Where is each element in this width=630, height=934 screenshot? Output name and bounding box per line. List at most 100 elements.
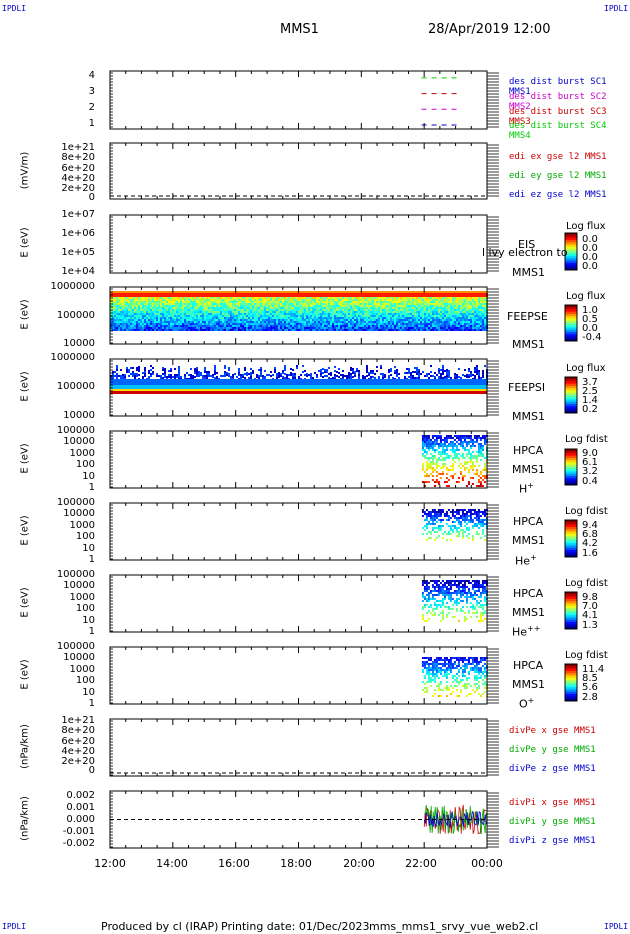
feepse-pixel bbox=[154, 299, 156, 301]
feepse-pixel bbox=[136, 315, 138, 317]
hpca-pixel bbox=[423, 445, 426, 447]
feepse-pixel bbox=[192, 327, 194, 329]
feepse-pixel bbox=[362, 311, 364, 313]
feepse-pixel bbox=[248, 311, 250, 313]
hpca-pixel bbox=[429, 445, 432, 447]
feepse-pixel bbox=[156, 327, 158, 329]
feepse-pixel bbox=[444, 313, 446, 315]
feepse-pixel bbox=[154, 305, 156, 307]
feepse-pixel bbox=[200, 319, 202, 321]
feepse-pixel bbox=[262, 323, 264, 325]
feepse-pixel bbox=[444, 327, 446, 329]
feepse-pixel bbox=[294, 315, 296, 317]
feepse-pixel bbox=[412, 297, 414, 299]
feepse-pixel bbox=[374, 303, 376, 305]
feepse-pixel bbox=[200, 327, 202, 329]
feepse-pixel bbox=[222, 301, 224, 303]
feepsi-pixel bbox=[472, 374, 474, 376]
feepse-pixel bbox=[478, 321, 480, 323]
feepsi-pixel bbox=[196, 371, 198, 373]
feepse-pixel bbox=[416, 313, 418, 315]
feepse-pixel bbox=[260, 329, 262, 331]
feepsi-pixel bbox=[356, 370, 358, 372]
hpca-pixel bbox=[459, 439, 462, 441]
feepse-pixel bbox=[162, 293, 164, 295]
feepse-pixel bbox=[410, 293, 412, 295]
feepse-pixel bbox=[296, 297, 298, 299]
feepse-pixel bbox=[212, 311, 214, 313]
feepse-pixel bbox=[320, 311, 322, 313]
feepse-pixel bbox=[438, 305, 440, 307]
hpca-pixel bbox=[469, 447, 472, 449]
feepse-pixel bbox=[146, 295, 148, 297]
feepse-pixel bbox=[386, 319, 388, 321]
feepse-pixel bbox=[454, 295, 456, 297]
feepse-pixel bbox=[250, 301, 252, 303]
feepse-pixel bbox=[228, 317, 230, 319]
feepse-pixel bbox=[428, 315, 430, 317]
hpca-pixel bbox=[439, 445, 442, 447]
feepse-pixel bbox=[262, 311, 264, 313]
feepse-pixel bbox=[290, 301, 292, 303]
feepse-pixel bbox=[158, 321, 160, 323]
feepse-pixel bbox=[262, 301, 264, 303]
feepse-pixel bbox=[432, 325, 434, 327]
feepsi-pixel bbox=[394, 370, 396, 372]
feepse-pixel bbox=[244, 327, 246, 329]
feepse-pixel bbox=[346, 329, 348, 331]
feepse-pixel bbox=[156, 317, 158, 319]
feepsi-pixel bbox=[414, 371, 416, 373]
feepse-pixel bbox=[442, 311, 444, 313]
feepse-pixel bbox=[132, 303, 134, 305]
hpca-pixel bbox=[429, 441, 432, 443]
feepse-pixel bbox=[170, 307, 172, 309]
feepse-pixel bbox=[428, 305, 430, 307]
feepse-pixel bbox=[446, 295, 448, 297]
feepse-pixel bbox=[188, 327, 190, 329]
feepse-pixel bbox=[302, 319, 304, 321]
feepsi-pixel bbox=[164, 376, 166, 378]
feepse-pixel bbox=[320, 327, 322, 329]
feepse-pixel bbox=[460, 323, 462, 325]
feepse-pixel bbox=[358, 305, 360, 307]
feepse-pixel bbox=[208, 309, 210, 311]
feepse-pixel bbox=[156, 325, 158, 327]
feepse-pixel bbox=[416, 307, 418, 309]
feepse-pixel bbox=[306, 303, 308, 305]
feepse-pixel bbox=[262, 315, 264, 317]
feepsi-pixel bbox=[308, 374, 310, 376]
feepse-pixel bbox=[360, 303, 362, 305]
feepse-pixel bbox=[392, 295, 394, 297]
hpca-pixel bbox=[457, 443, 460, 445]
feepse-pixel bbox=[168, 321, 170, 323]
feepse-pixel bbox=[336, 299, 338, 301]
hpca-pixel bbox=[447, 485, 450, 487]
feepse-pixel bbox=[314, 309, 316, 311]
feepse-pixel bbox=[140, 327, 142, 329]
feepse-pixel bbox=[188, 317, 190, 319]
feepse-pixel bbox=[422, 319, 424, 321]
feepse-pixel bbox=[174, 327, 176, 329]
feepse-pixel bbox=[258, 313, 260, 315]
feepse-pixel bbox=[314, 323, 316, 325]
feepse-pixel bbox=[282, 317, 284, 319]
feepsi-pixel bbox=[132, 375, 134, 377]
feepse-pixel bbox=[236, 327, 238, 329]
feepse-pixel bbox=[268, 315, 270, 317]
hpca-pixel bbox=[465, 463, 468, 465]
feepse-pixel bbox=[248, 321, 250, 323]
feepse-pixel bbox=[434, 329, 436, 331]
feepse-pixel bbox=[414, 313, 416, 315]
feepse-pixel bbox=[430, 311, 432, 313]
feepse-pixel bbox=[112, 319, 114, 321]
feepse-pixel bbox=[376, 321, 378, 323]
feepse-pixel bbox=[206, 295, 208, 297]
feepse-pixel bbox=[354, 297, 356, 299]
feepse-pixel bbox=[298, 309, 300, 311]
feepse-pixel bbox=[332, 321, 334, 323]
feepse-pixel bbox=[284, 297, 286, 299]
hpca-pixel bbox=[443, 443, 446, 445]
feepse-pixel bbox=[120, 311, 122, 313]
feepse-pixel bbox=[142, 303, 144, 305]
feepse-pixel bbox=[124, 313, 126, 315]
